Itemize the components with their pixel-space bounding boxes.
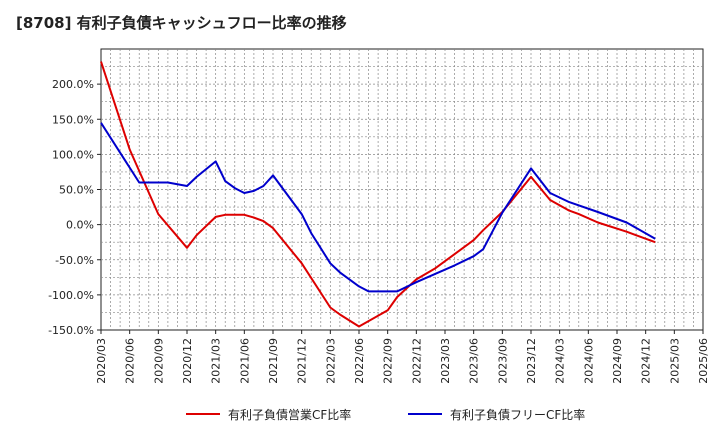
x-tick-label: 2021/03 bbox=[210, 338, 223, 384]
x-tick-label: 2020/06 bbox=[124, 338, 137, 384]
legend-label-2: 有利子負債フリーCF比率 bbox=[450, 407, 585, 422]
y-tick-label: 200.0% bbox=[52, 78, 94, 91]
x-tick-label: 2020/12 bbox=[181, 338, 194, 384]
x-tick-label: 2022/09 bbox=[382, 338, 395, 384]
x-tick-label: 2020/09 bbox=[152, 338, 165, 384]
x-tick-label: 2024/06 bbox=[582, 338, 595, 384]
chart-title: [8708] 有利子負債キャッシュフロー比率の推移 bbox=[16, 14, 347, 32]
y-tick-label: 50.0% bbox=[59, 184, 94, 197]
y-tick-label: -50.0% bbox=[55, 254, 94, 267]
x-tick-label: 2022/03 bbox=[324, 338, 337, 384]
series-line-2 bbox=[100, 122, 656, 293]
x-tick-label: 2023/03 bbox=[439, 338, 452, 384]
legend-label-1: 有利子負債営業CF比率 bbox=[228, 407, 351, 422]
y-tick-label: -100.0% bbox=[48, 289, 94, 302]
x-tick-label: 2024/12 bbox=[640, 338, 653, 384]
x-tick-label: 2024/09 bbox=[611, 338, 624, 384]
x-tick-label: 2023/06 bbox=[468, 338, 481, 384]
x-tick-label: 2021/09 bbox=[267, 338, 280, 384]
x-tick-label: 2021/12 bbox=[296, 338, 309, 384]
x-tick-label: 2023/12 bbox=[525, 338, 538, 384]
x-tick-label: 2021/06 bbox=[238, 338, 251, 384]
y-tick-label: 150.0% bbox=[52, 113, 94, 126]
x-tick-label: 2023/09 bbox=[496, 338, 509, 384]
x-tick-label: 2020/03 bbox=[95, 338, 108, 384]
x-tick-label: 2022/12 bbox=[410, 338, 423, 384]
x-tick-label: 2025/03 bbox=[668, 338, 681, 384]
y-tick-label: 0.0% bbox=[66, 219, 94, 232]
y-tick-label: -150.0% bbox=[48, 324, 94, 337]
x-tick-label: 2025/06 bbox=[697, 338, 710, 384]
series-line-1 bbox=[100, 61, 656, 328]
x-tick-label: 2022/06 bbox=[353, 338, 366, 384]
y-tick-label: 100.0% bbox=[52, 148, 94, 161]
x-tick-label: 2024/03 bbox=[554, 338, 567, 384]
